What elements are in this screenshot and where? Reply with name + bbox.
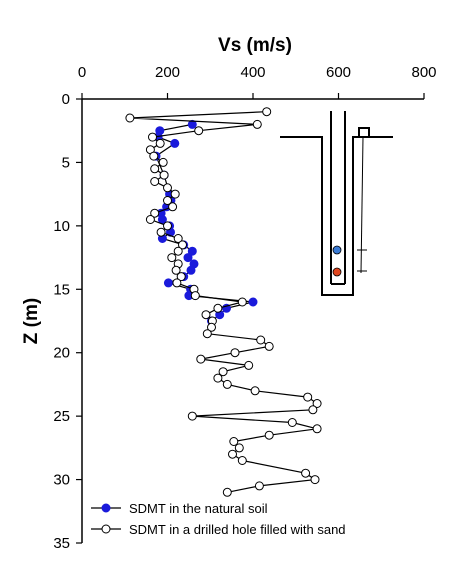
x-tick-label: 800 (411, 64, 436, 81)
chart-axes: 0 200 400 600 800 0 5 10 15 20 25 30 35 (53, 64, 436, 552)
sensor-dot-red (332, 267, 342, 277)
data-point-sand (158, 157, 168, 167)
x-tick-label: 600 (326, 64, 351, 81)
data-point-sand (163, 183, 172, 193)
y-tick-label: 5 (62, 154, 70, 171)
data-point-sand (190, 291, 200, 301)
data-point-sand (173, 246, 183, 256)
data-point-sand (172, 278, 182, 288)
y-tick-label: 10 (53, 218, 70, 235)
data-point-sand (125, 113, 135, 123)
y-tick-label: 30 (53, 472, 70, 489)
data-point-sand (228, 449, 237, 459)
y-tick-label: 35 (53, 535, 70, 552)
data-point-sand (230, 348, 240, 358)
data-point-sand (312, 399, 322, 408)
data-point-sand (213, 373, 223, 383)
data-point-natural (187, 119, 197, 129)
y-tick-label: 25 (53, 408, 70, 425)
data-point-sand (250, 386, 260, 396)
data-point-sand (187, 411, 197, 421)
data-point-sand (155, 138, 165, 148)
data-point-sand (256, 335, 266, 345)
x-axis-title: Vs (m/s) (218, 35, 292, 56)
x-tick-label: 400 (240, 64, 265, 81)
data-point-natural (163, 278, 173, 288)
data-point-sand (234, 443, 244, 453)
data-point-sand (207, 322, 216, 332)
data-point-sand (262, 107, 272, 117)
data-point-sand (150, 177, 160, 186)
data-point-sand (202, 329, 212, 339)
data-point-natural (183, 253, 193, 263)
data-point-natural (186, 265, 196, 275)
data-point-sand (170, 189, 180, 199)
sensor-dot-blue (332, 245, 342, 255)
data-point-sand (254, 481, 264, 491)
data-point-sand (171, 265, 181, 275)
y-tick-label: 15 (53, 281, 70, 298)
data-point-sand (308, 405, 318, 415)
legend-label-sand: SDMT in a drilled hole filled with sand (129, 522, 346, 537)
x-tick-label: 200 (155, 64, 180, 81)
data-point-sand (196, 354, 206, 364)
data-point-sand (222, 487, 232, 497)
borehole-schematic (280, 111, 393, 296)
data-point-natural (187, 246, 197, 256)
data-point-sand (301, 468, 311, 478)
instrument-box (358, 127, 370, 138)
data-point-sand (194, 126, 204, 136)
data-point-sand (176, 272, 186, 282)
sensor-cable (360, 136, 364, 274)
data-point-sand (213, 303, 223, 313)
data-point-sand (159, 170, 169, 180)
data-point-sand (163, 221, 172, 231)
data-point-sand (148, 132, 157, 142)
data-point-sand (229, 437, 239, 446)
data-point-sand (312, 424, 322, 434)
data-point-sand (150, 208, 160, 218)
data-point-natural (248, 297, 258, 307)
data-point-sand (201, 310, 211, 320)
data-point-sand (222, 379, 232, 389)
data-point-sand (264, 341, 274, 351)
data-point-sand (264, 430, 274, 440)
legend-marker-sand (101, 524, 111, 534)
x-tick-label: 0 (78, 64, 86, 81)
data-point-sand (173, 234, 183, 243)
data-point-sand (218, 367, 228, 377)
data-point-sand (252, 119, 262, 129)
data-point-sand (237, 297, 247, 307)
data-point-sand (168, 202, 178, 212)
data-point-natural (170, 138, 180, 148)
legend-marker-natural (101, 503, 111, 513)
data-point-sand (149, 151, 159, 161)
chart-legend: SDMT in the natural soil SDMT in a drill… (91, 501, 346, 537)
data-point-sand (287, 418, 297, 427)
series-sand-hole (125, 107, 322, 497)
data-point-sand (244, 360, 254, 370)
data-point-sand (145, 215, 155, 224)
y-tick-label: 20 (53, 345, 70, 362)
legend-label-natural: SDMT in the natural soil (129, 501, 268, 516)
data-point-sand (310, 475, 320, 485)
data-point-sand (303, 392, 313, 402)
y-tick-label: 0 (62, 91, 70, 108)
data-point-sand (237, 456, 247, 465)
y-axis-title: Z (m) (21, 298, 42, 344)
data-point-sand (178, 240, 187, 250)
data-point-sand (156, 227, 166, 237)
data-point-sand (167, 253, 177, 263)
data-point-sand (150, 164, 160, 174)
data-point-sand (163, 196, 172, 205)
